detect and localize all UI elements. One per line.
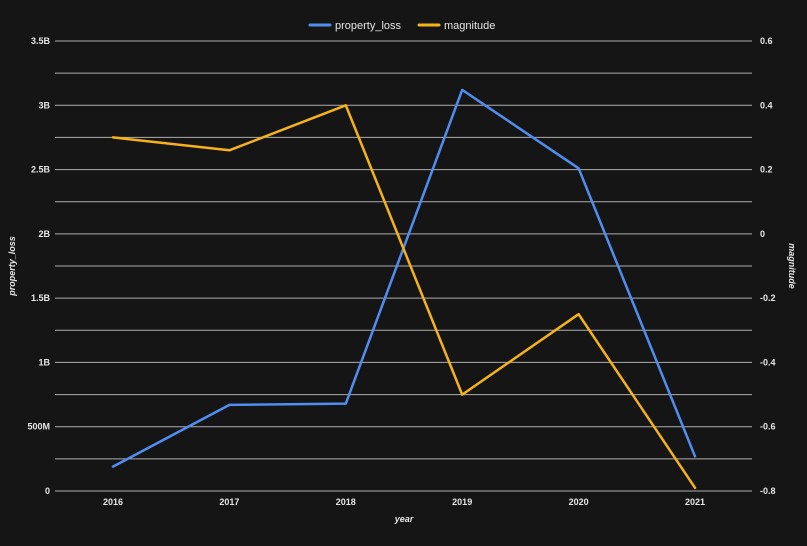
legend-label-magnitude: magnitude [444, 20, 495, 32]
right-tick-label: -0.6 [760, 422, 776, 432]
legend-item-property-loss[interactable]: property_loss [308, 20, 402, 32]
left-axis-ticks: 0 500M 1B 1.5B 2B 2.5B 3B 3.5B [27, 36, 50, 496]
left-tick-label: 2B [38, 229, 50, 239]
right-tick-label: -0.2 [760, 293, 776, 303]
left-tick-label: 1B [38, 357, 50, 367]
right-tick-label: -0.8 [760, 486, 776, 496]
x-tick-label: 2020 [569, 497, 589, 507]
left-axis-title: property_loss [7, 236, 17, 297]
right-tick-label: 0.6 [760, 36, 773, 46]
series-line-magnitude[interactable] [111, 104, 697, 490]
x-tick-label: 2019 [452, 497, 472, 507]
legend[interactable]: property_loss magnitude [308, 20, 495, 32]
left-tick-label: 3B [38, 100, 50, 110]
x-tick-label: 2018 [336, 497, 356, 507]
series-lines [111, 88, 697, 490]
x-tick-label: 2016 [103, 497, 123, 507]
right-tick-label: -0.4 [760, 357, 776, 367]
left-tick-label: 0 [45, 486, 50, 496]
left-tick-label: 500M [27, 422, 50, 432]
right-tick-label: 0.4 [760, 100, 773, 110]
legend-label-property-loss: property_loss [335, 20, 402, 32]
x-axis-title: year [394, 514, 414, 524]
left-tick-label: 1.5B [31, 293, 51, 303]
right-axis-ticks: -0.8 -0.6 -0.4 -0.2 0 0.2 0.4 0.6 [760, 36, 776, 496]
right-axis-title: magnitude [787, 243, 797, 289]
x-axis-ticks: 2016 2017 2018 2019 2020 2021 [103, 497, 705, 507]
legend-item-magnitude[interactable]: magnitude [417, 20, 495, 32]
gridlines [55, 40, 752, 492]
right-tick-label: 0 [760, 229, 765, 239]
right-tick-label: 0.2 [760, 165, 773, 175]
x-tick-label: 2021 [685, 497, 705, 507]
x-tick-label: 2017 [219, 497, 239, 507]
left-tick-label: 2.5B [31, 165, 51, 175]
left-tick-label: 3.5B [31, 36, 51, 46]
